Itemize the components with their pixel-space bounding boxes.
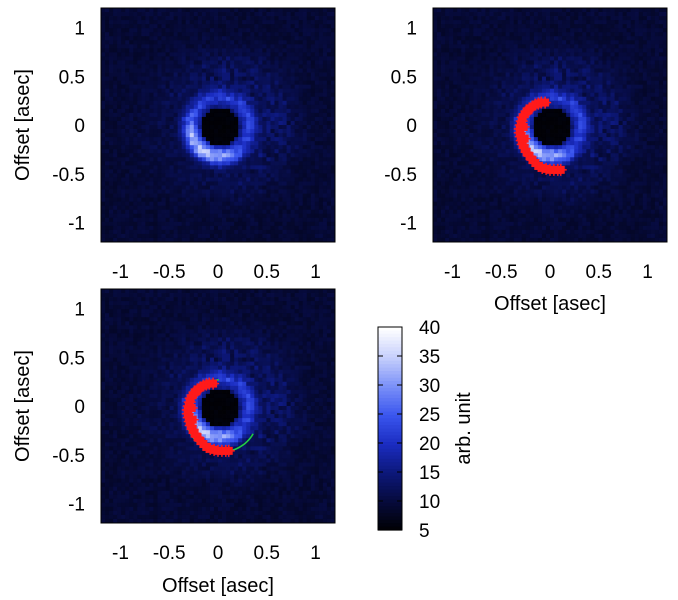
heatmap-image bbox=[101, 8, 336, 243]
y-tick-label: 0.5 bbox=[59, 348, 85, 369]
y-tick-label: 1 bbox=[74, 19, 85, 40]
plot-frame bbox=[432, 7, 668, 243]
colorbar-tick-label: 20 bbox=[419, 434, 440, 455]
x-tick-label: 0.5 bbox=[254, 543, 280, 564]
x-axis-label: Offset [asec] bbox=[162, 575, 274, 597]
x-tick-label: 0.5 bbox=[254, 262, 280, 283]
y-tick-label: -0.5 bbox=[52, 165, 85, 186]
x-tick-label: -1 bbox=[444, 262, 461, 283]
plot-frame bbox=[100, 288, 336, 524]
red-point bbox=[517, 120, 530, 133]
red-point bbox=[185, 401, 198, 414]
panel-top-left: 1 0.5 0 -0.5 -1 -1 -0.5 0 0.5 1 Offset [asec] bbox=[12, 7, 336, 283]
colorbar-tick-label: 15 bbox=[419, 463, 440, 484]
x-axis-label: Offset [asec] bbox=[494, 293, 606, 315]
x-tick-label: 0 bbox=[545, 262, 556, 283]
x-tick-label: -1 bbox=[112, 262, 129, 283]
x-tick-label: -0.5 bbox=[153, 262, 186, 283]
red-point bbox=[554, 163, 567, 176]
heatmap-image bbox=[101, 289, 336, 524]
colorbar-tick-label: 40 bbox=[419, 318, 440, 339]
colorbar-tick-label: 30 bbox=[419, 376, 440, 397]
x-tick-label: -1 bbox=[112, 543, 129, 564]
y-tick-label: -1 bbox=[400, 214, 417, 235]
x-tick-label: 0.5 bbox=[586, 262, 612, 283]
x-tick-label: 0 bbox=[213, 543, 224, 564]
colorbar-tick-label: 5 bbox=[419, 521, 430, 542]
y-tick-label: 0.5 bbox=[59, 67, 85, 88]
y-axis-label: Offset [asec] bbox=[12, 69, 34, 181]
colorbar-label: arb. unit bbox=[453, 392, 475, 465]
plot-frame bbox=[100, 7, 336, 243]
colorbar-tick-label: 35 bbox=[419, 347, 440, 368]
y-tick-label: -1 bbox=[68, 495, 85, 516]
x-tick-label: 0 bbox=[213, 262, 224, 283]
y-tick-label: 0.5 bbox=[391, 67, 417, 88]
y-tick-label: -0.5 bbox=[384, 165, 417, 186]
y-axis-label: Offset [asec] bbox=[12, 350, 34, 462]
x-tick-label: -0.5 bbox=[153, 543, 186, 564]
x-tick-label: 1 bbox=[642, 262, 653, 283]
y-tick-label: 0 bbox=[406, 116, 417, 137]
red-point bbox=[186, 413, 199, 426]
x-tick-label: 1 bbox=[310, 543, 321, 564]
colorbar-tick-label: 25 bbox=[419, 405, 440, 426]
colorbar-tick-label: 10 bbox=[419, 492, 440, 513]
red-point bbox=[518, 132, 531, 145]
y-tick-label: 0 bbox=[74, 397, 85, 418]
red-point bbox=[190, 385, 203, 398]
colorbar: 5 10 15 20 25 30 35 40 arb. unit bbox=[377, 318, 475, 542]
red-point bbox=[522, 104, 535, 117]
heatmap-image bbox=[433, 8, 668, 243]
y-tick-label: 1 bbox=[74, 300, 85, 321]
x-tick-label: 1 bbox=[310, 262, 321, 283]
panel-bottom-left: 1 0.5 0 -0.5 -1 -1 -0.5 0 0.5 1 Offset [asec] Offse… bbox=[12, 288, 336, 597]
panel-top-right: 1 0.5 0 -0.5 -1 -1 -0.5 0 0.5 1 Offset [asec] bbox=[384, 7, 668, 315]
x-tick-label: -0.5 bbox=[485, 262, 518, 283]
y-tick-label: -1 bbox=[68, 214, 85, 235]
y-tick-label: 1 bbox=[406, 19, 417, 40]
red-point bbox=[222, 444, 235, 457]
y-tick-label: -0.5 bbox=[52, 446, 85, 467]
y-tick-label: 0 bbox=[74, 116, 85, 137]
